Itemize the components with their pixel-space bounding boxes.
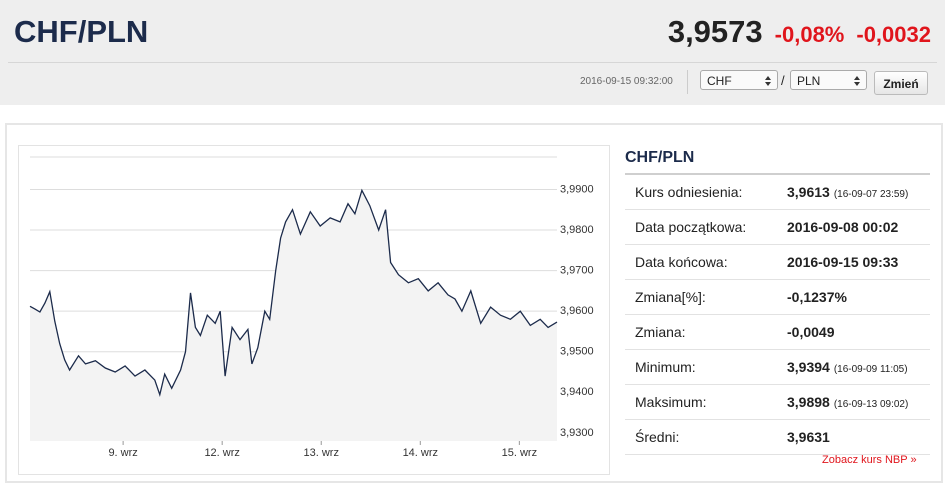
stat-value: -0,1237% (787, 289, 847, 305)
stat-value-cell: 3,9898 (16-09-13 09:02) (787, 385, 908, 422)
stat-value: -0,0049 (787, 324, 835, 340)
change-button[interactable]: Zmień (874, 71, 928, 95)
y-tick-label: 3,9800 (560, 224, 594, 236)
select-arrows (854, 76, 860, 86)
stat-value: 3,9613 (787, 184, 830, 200)
divider (687, 70, 688, 94)
stat-label: Kurs odniesienia: (635, 184, 743, 200)
from-select[interactable]: CHF (700, 70, 778, 90)
stats-table: CHF/PLN Kurs odniesienia: 3,9613 (16-09-07… (625, 145, 930, 455)
pair-title: CHF/PLN (14, 14, 149, 49)
x-tick-label: 14. wrz (403, 447, 438, 459)
stats-title: CHF/PLN (625, 145, 930, 175)
y-tick-label: 3,9400 (560, 386, 594, 398)
y-tick-label: 3,9700 (560, 265, 594, 277)
y-tick-label: 3,9500 (560, 346, 594, 358)
stat-value: 2016-09-15 09:33 (787, 254, 899, 270)
separator-text: / (781, 73, 785, 88)
stats-row: Kurs odniesienia: 3,9613 (16-09-07 23:59) (625, 175, 930, 210)
stat-note: (16-09-07 23:59) (833, 189, 909, 200)
stat-label: Zmiana: (635, 324, 686, 340)
y-tick-label: 3,9900 (560, 183, 594, 195)
from-currency: CHF (707, 74, 732, 88)
change-pct: -0,08% (774, 22, 845, 47)
stat-value-cell: 2016-09-15 09:33 (787, 245, 898, 279)
timestamp: 2016-09-15 09:32:00 (580, 76, 673, 87)
chart: 3,9300 3,9400 3,9500 3,9600 3,9700 3,9800 3,99… (29, 156, 594, 459)
x-tick-label: 15. wrz (502, 447, 537, 459)
price: 3,9573 (667, 14, 763, 49)
stat-label: Minimum: (635, 359, 696, 375)
stat-value: 3,9631 (787, 429, 830, 445)
select-arrows (765, 76, 771, 86)
area (30, 190, 557, 441)
x-tick-label: 13. wrz (304, 447, 339, 459)
stats-row: Średni: 3,9631 (625, 420, 930, 455)
stats-row: Zmiana: -0,0049 (625, 315, 930, 350)
stat-value-cell: -0,1237% (787, 280, 847, 314)
price-line (29, 188, 558, 398)
stats-row: Data początkowa: 2016-09-08 00:02 (625, 210, 930, 245)
y-tick-label: 3,9300 (560, 427, 594, 439)
separator (8, 62, 937, 63)
y-tick-label: 3,9600 (560, 305, 594, 317)
stat-label: Zmiana[%]: (635, 289, 706, 305)
x-tick-label: 9. wrz (108, 447, 137, 459)
stat-value-cell: -0,0049 (787, 315, 834, 349)
stat-value: 3,9394 (787, 359, 830, 375)
stat-label: Data początkowa: (635, 219, 747, 235)
to-currency: PLN (797, 74, 821, 88)
stats-row: Zmiana[%]: -0,1237% (625, 280, 930, 315)
stat-label: Data końcowa: (635, 254, 728, 270)
quote: 3,9573 -0,08% -0,0032 (668, 14, 931, 50)
nbp-link[interactable]: Zobacz kurs NBP » (822, 454, 917, 466)
stat-note: (16-09-09 11:05) (833, 364, 908, 375)
stat-value-cell: 3,9631 (787, 420, 830, 454)
stats-row: Minimum: 3,9394 (16-09-09 11:05) (625, 350, 930, 385)
x-tick-label: 12. wrz (204, 447, 239, 459)
stats-row: Maksimum: 3,9898 (16-09-13 09:02) (625, 385, 930, 420)
stat-value: 2016-09-08 00:02 (787, 219, 899, 235)
header: CHF/PLN 3,9573 -0,08% -0,0032 2016-09-15 0… (0, 0, 945, 105)
stat-value-cell: 3,9394 (16-09-09 11:05) (787, 350, 908, 387)
change-abs: -0,0032 (856, 22, 931, 47)
stat-value-cell: 2016-09-08 00:02 (787, 210, 898, 244)
to-select[interactable]: PLN (790, 70, 867, 90)
stat-label: Średni: (635, 429, 680, 445)
stat-note: (16-09-13 09:02) (833, 399, 909, 410)
stats-row: Data końcowa: 2016-09-15 09:33 (625, 245, 930, 280)
stat-value: 3,9898 (787, 394, 830, 410)
stat-value-cell: 3,9613 (16-09-07 23:59) (787, 175, 908, 212)
stat-label: Maksimum: (635, 394, 707, 410)
